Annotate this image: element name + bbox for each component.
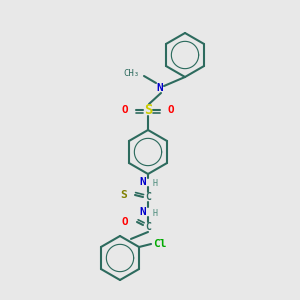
Text: C: C	[145, 192, 151, 202]
Text: H: H	[152, 209, 158, 218]
Text: O: O	[168, 105, 174, 115]
Text: N: N	[140, 207, 146, 217]
Text: H: H	[152, 179, 158, 188]
Text: S: S	[144, 103, 152, 117]
Text: Cl: Cl	[153, 239, 167, 249]
Text: N: N	[140, 177, 146, 187]
Text: N: N	[157, 83, 164, 93]
Text: O: O	[122, 217, 128, 227]
Text: O: O	[122, 105, 128, 115]
Text: CH₃: CH₃	[123, 70, 139, 79]
Text: C: C	[145, 222, 151, 232]
Text: S: S	[121, 190, 128, 200]
